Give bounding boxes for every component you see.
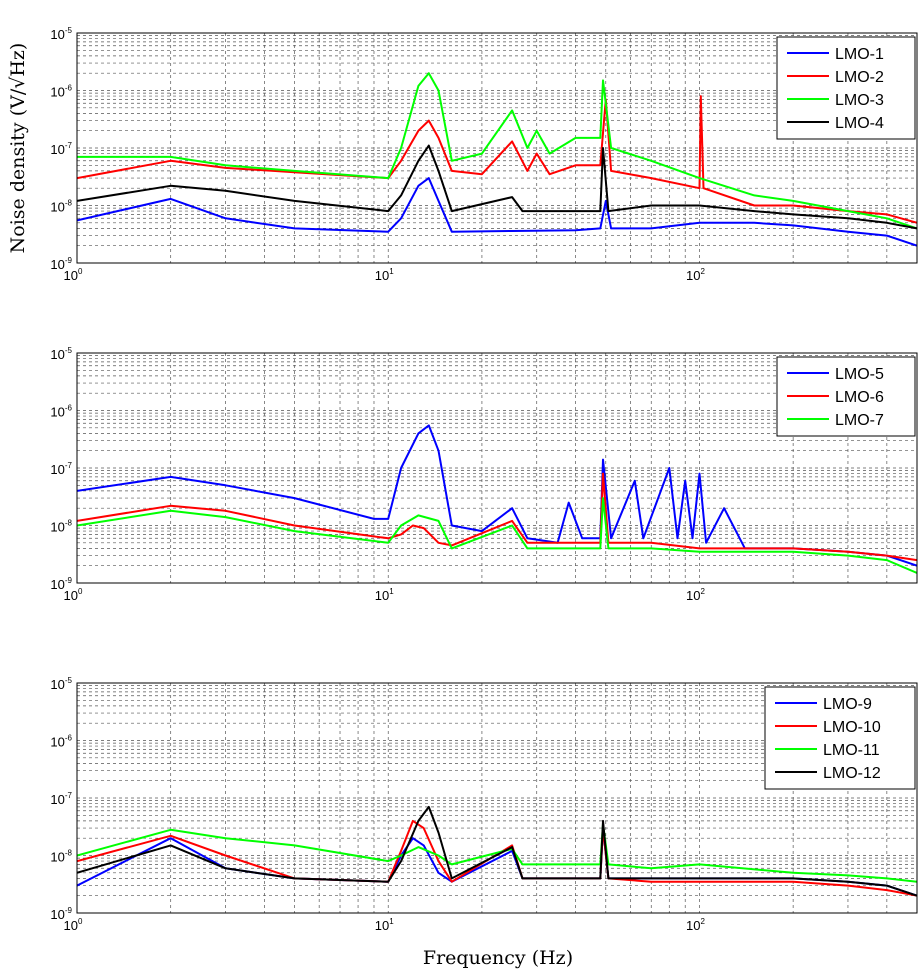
chart-panel-2: 100 101 10210-910-810-710-610-5LMO-5LMO-6L… xyxy=(50,346,918,603)
x-tick-label: 100 xyxy=(64,917,83,933)
legend-label: LMO-7 xyxy=(835,412,884,429)
x-tick-label: 100 xyxy=(64,267,83,283)
legend-label: LMO-12 xyxy=(823,765,881,782)
grid xyxy=(76,352,918,584)
series-line-lmo-12 xyxy=(77,805,917,897)
x-axis-title: Frequency (Hz) xyxy=(423,947,573,969)
y-tick-label: 10-8 xyxy=(50,849,72,865)
x-tick-label: 102 xyxy=(686,587,705,603)
legend-label: LMO-3 xyxy=(835,92,884,109)
x-tick-label: 102 xyxy=(686,267,705,283)
legend-label: LMO-2 xyxy=(835,69,884,86)
legend-label: LMO-6 xyxy=(835,389,884,406)
legend: LMO-5 LMO-6 LMO-7 xyxy=(776,356,916,437)
series-line-lmo-11 xyxy=(77,823,917,883)
grid xyxy=(76,682,918,914)
y-tick-label: 10-9 xyxy=(50,906,72,922)
axes-box xyxy=(76,32,918,264)
series-line-lmo-3 xyxy=(77,72,917,230)
y-tick-label: 10-6 xyxy=(50,404,72,420)
series-line-lmo-7 xyxy=(77,497,917,574)
axes-box xyxy=(76,352,918,584)
y-tick-label: 10-5 xyxy=(50,26,72,42)
grid xyxy=(76,32,918,264)
y-tick-label: 10-9 xyxy=(50,576,72,592)
series-line-lmo-5 xyxy=(77,424,917,567)
series-line-lmo-1 xyxy=(77,177,917,247)
legend-label: LMO-4 xyxy=(835,115,884,132)
y-tick-label: 10-7 xyxy=(50,461,72,477)
y-tick-label: 10-6 xyxy=(50,84,72,100)
legend-label: LMO-5 xyxy=(835,366,884,383)
y-tick-label: 10-8 xyxy=(50,519,72,535)
y-tick-label: 10-9 xyxy=(50,256,72,272)
series-group xyxy=(77,805,917,897)
legend: LMO-9 LMO-10 LMO-11 LMO-12 xyxy=(764,686,916,790)
series-line-lmo-4 xyxy=(77,144,917,230)
series-group xyxy=(77,72,917,247)
x-tick-label: 100 xyxy=(64,587,83,603)
legend-label: LMO-1 xyxy=(835,46,884,63)
y-tick-label: 10-7 xyxy=(50,141,72,157)
legend-label: LMO-11 xyxy=(823,742,880,759)
series-line-lmo-2 xyxy=(77,95,917,224)
axes-box xyxy=(76,682,918,914)
y-axis-title: Noise density (V/√Hz) xyxy=(7,43,29,254)
y-tick-label: 10-5 xyxy=(50,346,72,362)
series-line-lmo-6 xyxy=(77,472,917,562)
legend-label: LMO-9 xyxy=(823,696,872,713)
panels: 100 101 10210-910-810-710-610-5LMO-1LMO-2L… xyxy=(50,26,918,933)
chart-panel-1: 100 101 10210-910-810-710-610-5LMO-1LMO-2L… xyxy=(50,26,918,283)
legend-label: LMO-10 xyxy=(823,719,881,736)
legend: LMO-1 LMO-2 LMO-3 LMO-4 xyxy=(776,36,916,140)
chart-panel-3: 100 101 102 10-9 10-8 10-7 10-6 10-5 LMO-9 LMO-10… xyxy=(50,676,918,933)
x-tick-label: 101 xyxy=(375,267,394,283)
y-tick-label: 10-7 xyxy=(50,791,72,807)
y-tick-label: 10-8 xyxy=(50,199,72,215)
x-tick-label: 102 xyxy=(686,917,705,933)
x-tick-label: 101 xyxy=(375,587,394,603)
series-group xyxy=(77,424,917,574)
y-tick-label: 10-5 xyxy=(50,676,72,692)
x-tick-label: 101 xyxy=(375,917,394,933)
y-tick-label: 10-6 xyxy=(50,734,72,750)
